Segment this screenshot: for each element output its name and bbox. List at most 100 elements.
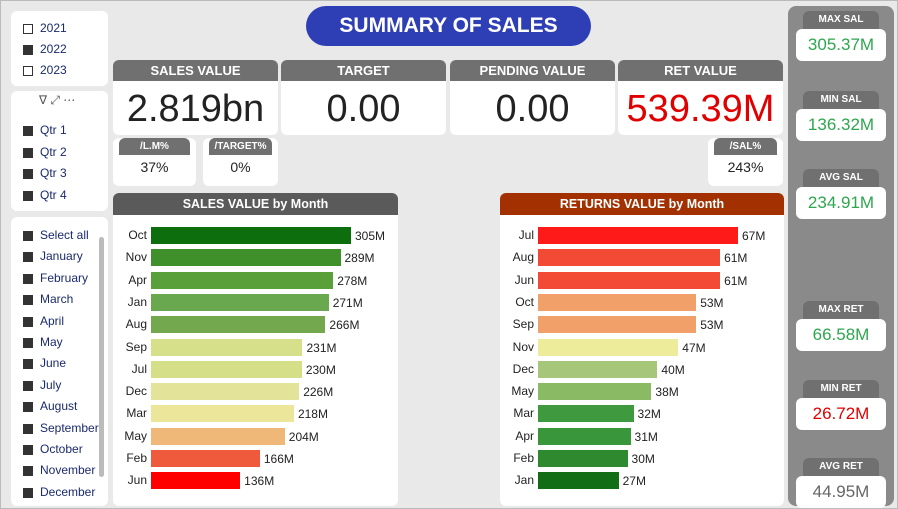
slicer-item[interactable]: July <box>40 377 62 392</box>
side-kpi-header: MIN SAL <box>803 91 879 109</box>
bar <box>538 360 658 378</box>
value-label: 27M <box>622 474 646 489</box>
checkbox[interactable] <box>23 190 33 201</box>
checkbox[interactable] <box>23 252 33 263</box>
side-kpi-header: AVG SAL <box>803 169 879 187</box>
category-label: Feb <box>513 451 534 465</box>
category-label: May <box>124 428 147 443</box>
bar <box>151 472 241 490</box>
checkbox[interactable] <box>23 147 33 158</box>
checkbox[interactable] <box>23 402 33 413</box>
slicer-item[interactable]: Qtr 2 <box>40 144 67 159</box>
slicer-item[interactable]: November <box>40 463 96 478</box>
slicer: 2021 2022 2023 <box>11 11 108 86</box>
checkbox[interactable] <box>23 466 33 477</box>
value-label: 166M <box>263 452 294 466</box>
bar <box>538 271 721 289</box>
slicer-icons: ∇ ⤢ ⋯ <box>39 93 76 107</box>
side-kpi-value: 26.72M <box>796 398 886 430</box>
bar <box>151 383 300 401</box>
value-label: 30M <box>631 452 655 466</box>
small-kpi-header: /TARGET% <box>209 138 272 155</box>
chart-title: RETURNS VALUE by Month <box>500 193 784 215</box>
bar <box>151 405 294 423</box>
value-label: 61M <box>724 251 748 266</box>
category-label: Nov <box>512 339 534 354</box>
slicer-item[interactable]: Qtr 3 <box>40 166 67 180</box>
category-label: Jun <box>514 272 534 287</box>
slicer-item[interactable]: March <box>40 292 74 307</box>
small-kpi: /L.M% 37% <box>113 138 196 186</box>
bar <box>538 427 631 445</box>
checkbox[interactable] <box>23 273 33 284</box>
slicer-item[interactable]: June <box>40 356 67 371</box>
small-kpi: /SAL% 243% <box>708 138 783 186</box>
slicer-item[interactable]: May <box>40 335 63 349</box>
kpi-header: SALES VALUE <box>113 60 278 81</box>
category-label: Dec <box>512 361 534 376</box>
category-label: Mar <box>126 406 147 421</box>
bar <box>151 450 260 467</box>
kpi-header: RET VALUE <box>618 60 783 81</box>
slicer-item[interactable]: October <box>40 442 83 456</box>
value-label: 53M <box>700 318 724 333</box>
slicer-item[interactable]: 2021 <box>40 21 67 35</box>
checkbox[interactable] <box>23 316 33 327</box>
kpi-header: PENDING VALUE <box>450 60 615 81</box>
slicer-item[interactable]: January <box>40 249 83 264</box>
category-label: Feb <box>126 451 147 465</box>
value-label: 31M <box>634 429 658 444</box>
side-kpi-value: 234.91M <box>796 187 886 219</box>
value-label: 32M <box>637 407 661 422</box>
checkbox[interactable] <box>23 126 33 136</box>
value-label: 47M <box>682 340 706 355</box>
checkbox[interactable] <box>23 359 33 370</box>
checkbox[interactable] <box>23 45 33 55</box>
value-label: 40M <box>661 362 685 377</box>
checkbox[interactable] <box>23 295 33 306</box>
slicer-item[interactable]: August <box>40 399 78 414</box>
value-label: 266M <box>329 318 360 333</box>
checkbox[interactable] <box>23 338 33 348</box>
small-kpi-value: 243% <box>727 159 764 175</box>
slicer-item[interactable]: 2022 <box>40 42 67 56</box>
category-label: Apr <box>128 272 147 287</box>
checkbox[interactable] <box>23 24 33 34</box>
slicer-item[interactable]: February <box>40 270 89 285</box>
bar <box>151 338 303 356</box>
category-label: Oct <box>128 228 147 242</box>
checkbox[interactable] <box>23 231 33 241</box>
kpi-header: TARGET <box>281 60 446 81</box>
bar <box>151 271 334 289</box>
kpi-card: 0.00 <box>281 81 446 135</box>
slicer-item[interactable]: Select all <box>40 228 89 242</box>
bar <box>538 472 619 490</box>
chart-title: SALES VALUE by Month <box>113 193 398 215</box>
value-label: 218M <box>297 407 328 422</box>
side-kpi-header: MAX SAL <box>803 11 879 29</box>
bar <box>538 383 652 401</box>
bar <box>151 249 341 267</box>
checkbox[interactable] <box>23 380 33 391</box>
category-label: Nov <box>125 250 147 265</box>
slicer-item[interactable]: April <box>40 313 65 328</box>
checkbox[interactable] <box>23 445 33 455</box>
category-label: Oct <box>515 294 534 309</box>
checkbox[interactable] <box>23 487 33 498</box>
slicer-item[interactable]: Qtr 1 <box>40 123 67 137</box>
page-title: SUMMARY OF SALES <box>306 6 591 46</box>
slicer-item[interactable]: December <box>40 484 96 499</box>
small-kpi-header: /SAL% <box>714 138 777 155</box>
checkbox[interactable] <box>23 66 33 76</box>
side-panel <box>788 6 894 506</box>
scrollbar <box>99 237 104 477</box>
slicer-item[interactable]: September <box>40 420 99 435</box>
small-kpi-value: 37% <box>140 159 169 175</box>
checkbox[interactable] <box>23 169 33 179</box>
value-label: 289M <box>344 251 375 266</box>
slicer-item[interactable]: Qtr 4 <box>40 187 67 202</box>
bar <box>538 405 634 423</box>
checkbox[interactable] <box>23 423 33 434</box>
bar <box>538 227 738 244</box>
slicer-item[interactable]: 2023 <box>40 63 67 77</box>
